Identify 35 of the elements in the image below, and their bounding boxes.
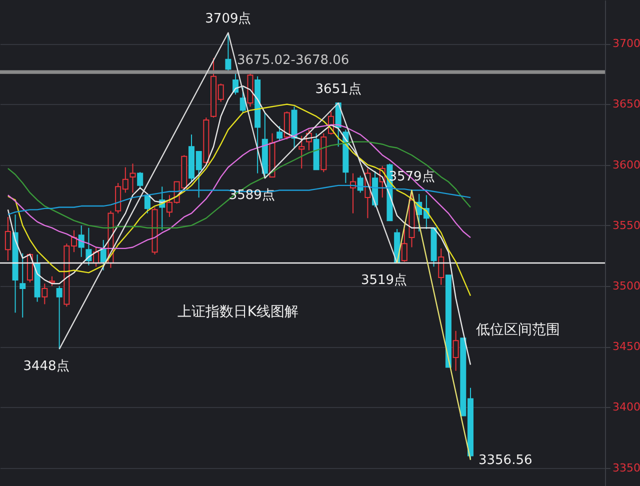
text: 低位区间范围 [476, 322, 560, 338]
candlestick [56, 286, 62, 350]
y-tick-label: 3550 [612, 218, 640, 232]
band-label: 3675.02-3678.06 [237, 53, 350, 68]
candlestick [130, 163, 136, 194]
candlestick [401, 228, 408, 262]
candlestick [42, 283, 48, 305]
line-series [7, 141, 472, 228]
y-tick-label: 3500 [612, 280, 640, 293]
data-label: 3356.56 [478, 452, 532, 468]
candlestick [357, 175, 364, 194]
candlestick [137, 172, 144, 190]
candlestick [225, 32, 232, 72]
candlestick [240, 86, 246, 114]
line-series [7, 104, 472, 296]
candlestick [4, 216, 11, 262]
annotation: 上证指数日K线图解 [177, 304, 299, 320]
data-label: 3519点 [360, 272, 408, 288]
data-label: 3448点 [23, 359, 70, 374]
y-tick-label: 3650 [612, 98, 640, 111]
candlestick [100, 239, 106, 271]
candlestick [144, 194, 150, 214]
y-tick-label: 3400 [612, 400, 640, 414]
y-tick-label: 3700 [612, 37, 640, 50]
y-tick-label: 3600 [612, 158, 640, 172]
data-label: 3651点 [315, 82, 362, 98]
candlestick [298, 135, 305, 169]
candlestick [438, 248, 444, 286]
y-tick-label: 3450 [612, 340, 640, 354]
data-label: 3709点 [205, 12, 252, 27]
y-tick-label: 3350 [612, 461, 640, 474]
candlestick [276, 126, 283, 142]
candlestick [48, 276, 55, 287]
candlestick [452, 330, 459, 372]
candlestick [20, 252, 26, 318]
